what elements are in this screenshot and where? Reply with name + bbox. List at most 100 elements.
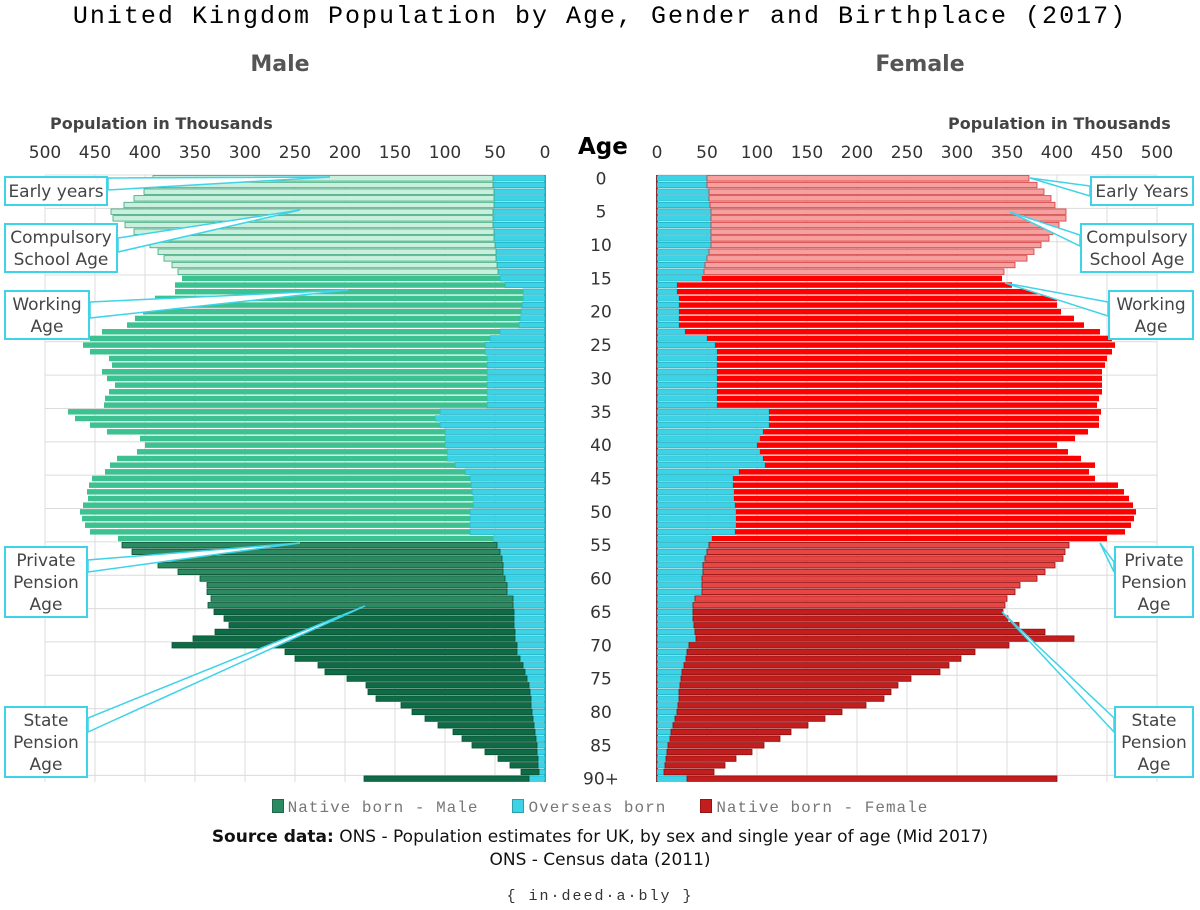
bar-female-overseas	[656, 362, 718, 369]
bar-male-native	[92, 475, 470, 482]
bar-female-native	[710, 208, 1067, 215]
bar-male-native	[157, 562, 504, 569]
bar-female-native	[663, 768, 715, 776]
bar-male-overseas	[492, 215, 546, 222]
bar-male-overseas	[486, 382, 546, 389]
bar-female-native	[686, 775, 1058, 782]
bar-male-native	[121, 542, 498, 549]
bar-male-native	[177, 568, 504, 576]
bar-female-native	[694, 595, 1008, 602]
bar-female-overseas	[656, 722, 674, 729]
bar-female-overseas	[656, 428, 764, 435]
bar-female-overseas	[656, 348, 718, 355]
legend-label-overseas: Overseas born	[528, 799, 667, 817]
bar-female-overseas	[656, 422, 770, 429]
bar-male-native	[520, 768, 540, 776]
bar-male-native	[214, 628, 516, 636]
bar-male-overseas	[489, 335, 546, 342]
bar-male-overseas	[499, 275, 546, 282]
bar-female-native	[686, 648, 976, 656]
bar-male-native	[157, 248, 497, 255]
bar-female-overseas	[656, 695, 680, 702]
bar-male-overseas	[486, 368, 546, 375]
female-x-tick-label: 50	[696, 143, 718, 163]
bar-female-native	[692, 615, 1009, 622]
bar-female-overseas	[656, 668, 683, 675]
male-axis-caption: Population in Thousands	[50, 114, 273, 133]
bar-female-native	[702, 275, 1002, 282]
female-x-tick-label: 500	[1141, 143, 1173, 163]
bar-male-overseas	[504, 575, 546, 582]
legend: Native born - Male Overseas born Native …	[0, 799, 1200, 817]
bar-male-native	[400, 702, 532, 709]
age-tick-label: 40	[590, 436, 612, 456]
bar-male-native	[294, 655, 521, 662]
bar-female-overseas	[656, 415, 770, 422]
bar-female-native	[717, 362, 1105, 368]
bar-female-native	[736, 522, 1131, 528]
bar-male-native	[102, 329, 500, 335]
bar-male-native	[461, 735, 537, 742]
legend-swatch-native-male	[271, 799, 284, 813]
bar-male-native	[150, 302, 522, 308]
bar-male-overseas	[444, 442, 546, 449]
legend-item-overseas: Overseas born	[512, 799, 666, 817]
bar-male-overseas	[516, 648, 546, 655]
female-x-tick-label: 0	[652, 143, 663, 163]
bar-female-overseas	[656, 602, 694, 609]
bar-male-native	[175, 288, 523, 295]
bar-male-native	[509, 762, 539, 769]
bar-male-overseas	[513, 622, 546, 629]
bar-female-overseas	[656, 195, 710, 202]
bar-male-overseas	[439, 422, 546, 429]
bar-male-native	[346, 675, 528, 682]
male-x-tick-label: 100	[429, 143, 461, 163]
bar-male-overseas	[502, 562, 546, 569]
bar-female-overseas	[656, 768, 665, 776]
bar-male-overseas	[469, 515, 546, 522]
bar-male-native	[363, 775, 530, 782]
bar-male-native	[182, 275, 500, 282]
bar-female-overseas	[656, 682, 681, 689]
bar-male-native	[109, 355, 487, 362]
bar-male-overseas	[522, 295, 546, 302]
bar-male-overseas	[513, 608, 546, 615]
bar-male-overseas	[502, 568, 546, 575]
bar-male-overseas	[537, 762, 546, 769]
bar-female-native	[765, 462, 1095, 468]
bar-female-native	[666, 748, 753, 756]
bar-female-native	[717, 375, 1102, 382]
bar-male-native	[149, 241, 496, 249]
age-tick-label: 90+	[583, 770, 619, 790]
bar-male-overseas	[464, 468, 546, 475]
bar-female-native	[708, 542, 1070, 549]
bar-female-overseas	[656, 302, 680, 309]
female-x-tick-label: 150	[791, 143, 823, 163]
bar-male-overseas	[486, 388, 546, 395]
bar-female-native	[674, 715, 826, 722]
bar-female-native	[702, 568, 1046, 576]
bar-male-native	[68, 409, 440, 415]
bar-female-native	[679, 295, 1057, 302]
bar-male-overseas	[528, 775, 546, 782]
bar-male-native	[317, 662, 524, 669]
bar-male-native	[177, 268, 499, 275]
bar-male-overseas	[470, 482, 546, 489]
bar-male-overseas	[454, 462, 546, 469]
bar-female-overseas	[656, 221, 712, 229]
bar-male-native	[117, 455, 447, 462]
age-tick-label: 70	[590, 636, 612, 656]
bar-female-native	[707, 335, 1112, 342]
bar-male-native	[127, 322, 519, 328]
bar-female-native	[669, 735, 781, 742]
legend-label-native-female: Native born - Female	[716, 799, 929, 817]
male-x-tick-label: 450	[79, 143, 111, 163]
bar-female-native	[665, 755, 737, 762]
bar-male-native	[175, 282, 505, 288]
bar-male-overseas	[492, 535, 546, 542]
bar-female-native	[763, 455, 1081, 462]
bar-male-native	[118, 535, 493, 542]
bar-male-overseas	[493, 195, 546, 202]
bar-male-native	[104, 402, 487, 408]
